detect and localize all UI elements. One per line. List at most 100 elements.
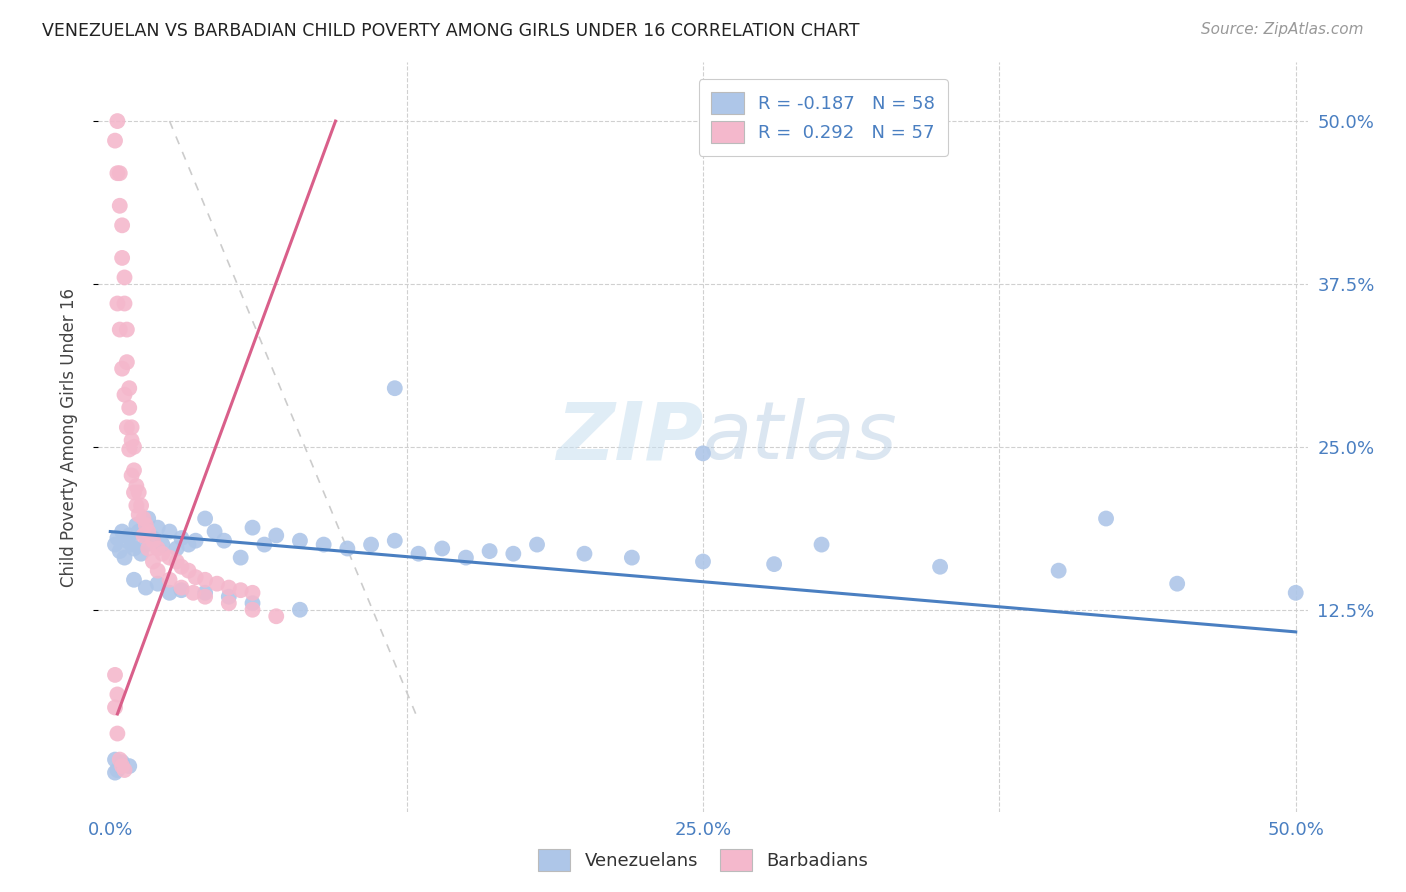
- Point: [114, 550, 136, 565]
- Text: ZIP: ZIP: [555, 398, 703, 476]
- Point: [128, 508, 150, 522]
- Point: [264, 528, 287, 542]
- Point: [118, 528, 141, 542]
- Point: [105, 296, 128, 310]
- Point: [502, 547, 524, 561]
- Point: [105, 726, 128, 740]
- Point: [478, 544, 501, 558]
- Point: [810, 538, 832, 552]
- Point: [105, 763, 128, 777]
- Point: [288, 603, 311, 617]
- Point: [181, 586, 204, 600]
- Point: [242, 603, 264, 617]
- Point: [118, 442, 141, 457]
- Point: [122, 541, 145, 556]
- Point: [204, 524, 226, 539]
- Point: [115, 533, 138, 548]
- Point: [104, 538, 127, 552]
- Point: [125, 499, 148, 513]
- Point: [408, 547, 430, 561]
- Point: [105, 166, 128, 180]
- Point: [152, 547, 174, 561]
- Point: [384, 381, 406, 395]
- Point: [242, 586, 264, 600]
- Point: [929, 559, 952, 574]
- Point: [1047, 564, 1070, 578]
- Point: [763, 557, 786, 571]
- Point: [105, 114, 128, 128]
- Point: [118, 381, 141, 395]
- Point: [177, 564, 200, 578]
- Point: [136, 511, 159, 525]
- Point: [692, 555, 714, 569]
- Point: [132, 528, 155, 542]
- Point: [1166, 576, 1188, 591]
- Point: [111, 361, 134, 376]
- Point: [170, 581, 193, 595]
- Point: [146, 521, 169, 535]
- Y-axis label: Child Poverty Among Girls Under 16: Child Poverty Among Girls Under 16: [59, 287, 77, 587]
- Point: [146, 541, 169, 556]
- Point: [104, 753, 127, 767]
- Point: [242, 596, 264, 610]
- Legend: R = -0.187   N = 58, R =  0.292   N = 57: R = -0.187 N = 58, R = 0.292 N = 57: [699, 79, 948, 155]
- Point: [122, 485, 145, 500]
- Point: [129, 499, 152, 513]
- Point: [122, 573, 145, 587]
- Point: [242, 521, 264, 535]
- Point: [115, 355, 138, 369]
- Point: [229, 583, 252, 598]
- Point: [152, 538, 174, 552]
- Point: [105, 531, 128, 545]
- Point: [108, 322, 131, 336]
- Point: [170, 583, 193, 598]
- Point: [194, 586, 217, 600]
- Point: [132, 511, 155, 525]
- Point: [114, 296, 136, 310]
- Point: [159, 550, 181, 565]
- Point: [620, 550, 643, 565]
- Point: [115, 420, 138, 434]
- Point: [166, 541, 188, 556]
- Point: [146, 576, 169, 591]
- Point: [574, 547, 596, 561]
- Point: [253, 538, 276, 552]
- Point: [108, 753, 131, 767]
- Point: [177, 538, 200, 552]
- Point: [108, 166, 131, 180]
- Point: [114, 388, 136, 402]
- Point: [105, 688, 128, 702]
- Point: [121, 538, 143, 552]
- Point: [526, 538, 548, 552]
- Point: [212, 533, 235, 548]
- Point: [159, 524, 181, 539]
- Text: atlas: atlas: [703, 398, 898, 476]
- Point: [142, 555, 165, 569]
- Point: [336, 541, 359, 556]
- Point: [108, 199, 131, 213]
- Point: [194, 573, 217, 587]
- Point: [108, 544, 131, 558]
- Point: [166, 555, 188, 569]
- Point: [104, 700, 127, 714]
- Point: [111, 524, 134, 539]
- Point: [114, 763, 136, 777]
- Point: [312, 538, 335, 552]
- Point: [229, 550, 252, 565]
- Point: [288, 533, 311, 548]
- Point: [114, 270, 136, 285]
- Point: [170, 531, 193, 545]
- Point: [218, 590, 240, 604]
- Point: [184, 533, 207, 548]
- Point: [205, 576, 228, 591]
- Point: [135, 538, 157, 552]
- Legend: Venezuelans, Barbadians: Venezuelans, Barbadians: [530, 842, 876, 879]
- Point: [136, 524, 159, 539]
- Point: [142, 531, 165, 545]
- Point: [125, 518, 148, 533]
- Point: [128, 485, 150, 500]
- Point: [122, 463, 145, 477]
- Point: [111, 219, 134, 233]
- Point: [104, 765, 127, 780]
- Point: [194, 511, 217, 525]
